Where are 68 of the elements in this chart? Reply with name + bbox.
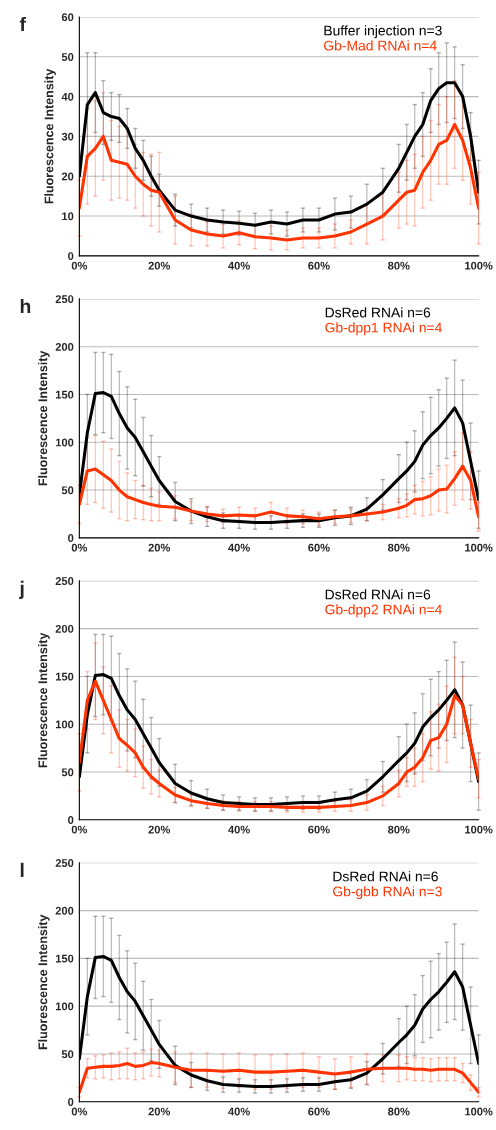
y-axis-title: Fluorescence Intensity [38, 350, 50, 486]
text: Gb-dpp2 RNAi n=4 [325, 604, 442, 618]
text: Gb-gbb RNAi n=3 [333, 886, 442, 900]
y-tick-label: 60 [61, 13, 74, 22]
y-tick-label: 200 [55, 624, 74, 633]
x-tick-label: 60% [308, 825, 330, 834]
y-tick-label: 0 [68, 816, 74, 824]
x-tick-label: 100% [465, 543, 493, 552]
y-tick-label: 150 [55, 672, 74, 681]
y-tick-label: 50 [61, 53, 74, 61]
x-tick-label: 0% [71, 543, 88, 552]
chart-title: f [19, 16, 26, 32]
y-tick-label: 100 [55, 438, 74, 447]
y-tick-label: 50 [61, 768, 74, 777]
text: DsRed RNAi n=6 [325, 589, 431, 600]
x-tick-label: 40% [228, 543, 250, 552]
chart-title: l [20, 862, 24, 877]
y-tick-label: 0 [68, 252, 74, 261]
x-tick-label: 80% [388, 261, 410, 270]
x-tick-label: 0% [71, 261, 88, 270]
x-tick-label: 20% [148, 543, 171, 552]
y-tick-label: 250 [55, 295, 74, 304]
x-tick-label: 40% [228, 261, 250, 270]
y-axis-title: Fluorescence Intensity [38, 632, 50, 768]
x-tick-label: 100% [465, 825, 493, 834]
y-tick-label: 0 [68, 1098, 74, 1106]
y-tick-label: 50 [61, 1050, 74, 1059]
y-axis-title: Fluorescence Intensity [44, 68, 56, 204]
text: Gb-Mad RNAi n=4 [324, 40, 437, 51]
x-tick-label: 100% [465, 1107, 493, 1116]
chart-title: j [19, 580, 24, 599]
y-tick-label: 150 [55, 954, 74, 963]
y-tick-label: 10 [62, 212, 74, 221]
y-tick-label: 250 [55, 859, 74, 867]
x-tick-label: 40% [228, 1107, 250, 1116]
y-tick-label: 30 [61, 132, 74, 141]
y-tick-label: 100 [55, 1002, 74, 1011]
text: Buffer injection n=3 [324, 25, 442, 39]
y-tick-label: 250 [55, 577, 74, 585]
y-tick-label: 200 [55, 342, 74, 351]
y-tick-label: 100 [55, 720, 74, 729]
x-tick-label: 60% [308, 1107, 330, 1116]
x-tick-label: 40% [228, 825, 250, 834]
x-tick-label: 0% [71, 1107, 88, 1116]
x-tick-label: 100% [465, 261, 493, 270]
y-tick-label: 50 [61, 486, 74, 495]
y-axis-title: Fluorescence Intensity [38, 914, 50, 1050]
x-tick-label: 60% [308, 543, 330, 552]
y-tick-label: 200 [55, 906, 74, 915]
text: Gb-dpp1 RNAi n=4 [325, 322, 442, 336]
text: DsRed RNAi n=6 [333, 871, 438, 882]
x-tick-label: 80% [388, 825, 410, 834]
x-tick-label: 20% [148, 261, 171, 270]
y-tick-label: 150 [55, 390, 74, 399]
x-tick-label: 20% [148, 825, 171, 834]
line-series [79, 122, 479, 242]
line-series [79, 464, 479, 521]
text: DsRed RNAi n=6 [325, 307, 431, 318]
y-tick-label: 40 [61, 92, 74, 101]
x-tick-label: 80% [388, 543, 410, 552]
x-tick-label: 0% [71, 825, 88, 834]
x-tick-label: 80% [388, 1107, 410, 1116]
line-series [79, 1061, 479, 1094]
y-tick-label: 20 [61, 172, 74, 181]
y-tick-label: 0 [68, 534, 74, 542]
x-tick-label: 20% [148, 1107, 171, 1116]
x-tick-label: 60% [308, 261, 330, 270]
chart-title: h [20, 298, 31, 313]
